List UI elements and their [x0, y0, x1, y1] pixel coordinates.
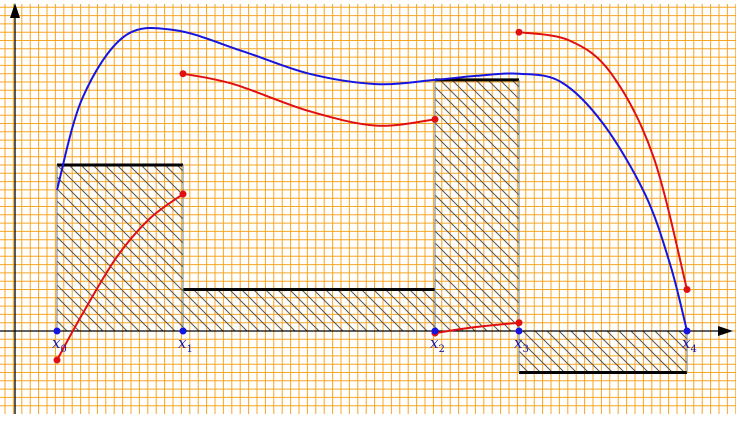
- node-point: [53, 327, 61, 335]
- node-point: [431, 327, 439, 335]
- node-label: x1: [178, 334, 193, 355]
- node-point: [515, 327, 523, 335]
- piece-start-point: [515, 28, 523, 36]
- piece-curve-3: [518, 31, 688, 290]
- piece-end-point: [683, 286, 691, 293]
- axes: [0, 3, 733, 414]
- node-point: [683, 327, 691, 335]
- bar-1: [183, 289, 435, 331]
- piece-curve-0: [56, 193, 184, 361]
- piece-end-point: [515, 319, 523, 327]
- node-label: x0: [52, 334, 67, 355]
- y-axis-arrow: [10, 3, 20, 18]
- piece-end-point: [179, 190, 187, 198]
- piece-curve-1: [182, 72, 436, 127]
- x-axis-arrow: [718, 326, 733, 336]
- node-label: x2: [430, 334, 445, 355]
- hatched-bars: [56, 78, 688, 374]
- bar-3: [519, 331, 687, 373]
- curve-layer: [56, 27, 688, 332]
- piece-curve-2: [434, 321, 520, 335]
- bar-2: [435, 79, 519, 331]
- node-label: x4: [682, 334, 697, 355]
- function-curve: [56, 27, 688, 332]
- piece-start-point: [53, 356, 61, 364]
- piece-end-point: [431, 115, 439, 123]
- bar-0: [57, 165, 183, 331]
- piece-start-point: [179, 70, 187, 78]
- piece-curves: [53, 28, 691, 364]
- node-point: [179, 327, 187, 335]
